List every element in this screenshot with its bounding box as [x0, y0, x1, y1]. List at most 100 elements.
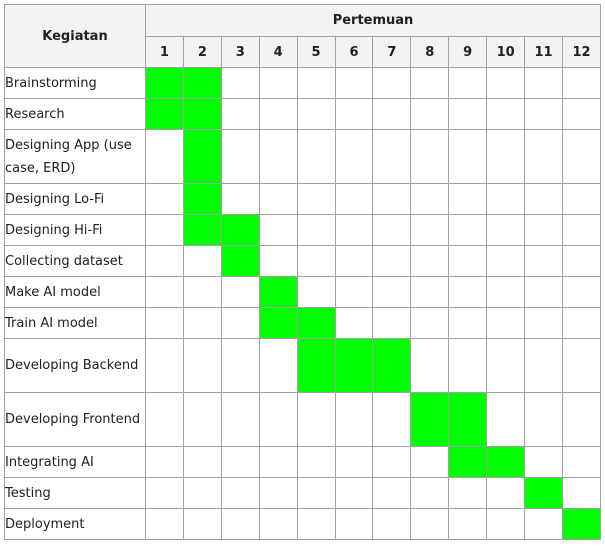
week-number-header: 5 [296, 36, 336, 68]
schedule-cell [410, 183, 450, 215]
schedule-cell-active [486, 446, 526, 478]
schedule-cell [145, 129, 184, 184]
schedule-cell [561, 276, 602, 308]
schedule-cell [486, 392, 526, 447]
schedule-cell-active [145, 67, 184, 99]
schedule-cell [296, 392, 336, 447]
schedule-cell [220, 307, 260, 339]
activity-label: Train AI model [4, 307, 146, 339]
week-number-header: 4 [258, 36, 298, 68]
activity-label: Integrating AI [4, 446, 146, 478]
schedule-cell [334, 214, 374, 246]
schedule-cell [145, 276, 184, 308]
schedule-cell [334, 98, 374, 130]
schedule-cell [561, 67, 602, 99]
schedule-cell [220, 276, 260, 308]
week-number-header: 3 [220, 36, 260, 68]
schedule-cell [410, 98, 450, 130]
schedule-cell-active [334, 338, 374, 393]
schedule-cell [334, 508, 374, 540]
schedule-cell [296, 245, 336, 277]
schedule-cell [448, 477, 488, 509]
schedule-cell [334, 183, 374, 215]
week-number-header: 7 [372, 36, 412, 68]
schedule-cell [145, 477, 184, 509]
schedule-cell [410, 446, 450, 478]
table-row: Designing Hi-Fi [4, 214, 602, 246]
week-number-header: 6 [334, 36, 374, 68]
schedule-cell [145, 338, 184, 393]
schedule-cell [372, 508, 412, 540]
schedule-cell [372, 67, 412, 99]
schedule-cell [258, 338, 298, 393]
schedule-cell [410, 67, 450, 99]
activity-label: Brainstorming [4, 67, 146, 99]
schedule-cell [524, 276, 563, 308]
schedule-cell [182, 245, 222, 277]
table-row: Make AI model [4, 276, 602, 308]
schedule-cell [410, 214, 450, 246]
week-number-header: 10 [486, 36, 526, 68]
schedule-cell [372, 129, 412, 184]
schedule-header: Kegiatan Pertemuan 1 2 3 4 5 6 7 8 9 10 11 12 [4, 4, 602, 68]
schedule-cell [448, 98, 488, 130]
schedule-cell [182, 392, 222, 447]
table-row: Train AI model [4, 307, 602, 339]
schedule-cell [561, 392, 602, 447]
activity-label: Make AI model [4, 276, 146, 308]
schedule-cell [145, 183, 184, 215]
activity-column-header: Kegiatan [4, 4, 146, 68]
schedule-cell [410, 245, 450, 277]
schedule-cell [561, 307, 602, 339]
schedule-cell [410, 508, 450, 540]
schedule-cell-active [182, 67, 222, 99]
week-number-header: 9 [448, 36, 488, 68]
schedule-cell [561, 129, 602, 184]
schedule-cell [561, 245, 602, 277]
schedule-cell [372, 183, 412, 215]
schedule-cell [410, 477, 450, 509]
activity-label: Collecting dataset [4, 245, 146, 277]
schedule-cell [524, 98, 563, 130]
schedule-cell [220, 392, 260, 447]
schedule-cell [258, 98, 298, 130]
schedule-cell [220, 338, 260, 393]
schedule-cell [524, 307, 563, 339]
schedule-cell [448, 183, 488, 215]
schedule-cell [296, 183, 336, 215]
schedule-cell [524, 129, 563, 184]
schedule-cell [258, 245, 298, 277]
week-number-header: 8 [410, 36, 450, 68]
schedule-cell [448, 214, 488, 246]
schedule-cell [372, 307, 412, 339]
header-row-top: Kegiatan Pertemuan [4, 4, 601, 68]
schedule-cell [296, 477, 336, 509]
schedule-cell-active [258, 307, 298, 339]
activity-label: Developing Backend [4, 338, 146, 393]
schedule-cell [561, 446, 602, 478]
schedule-cell [334, 67, 374, 99]
schedule-cell-active [182, 214, 222, 246]
table-row: Developing Backend [4, 338, 602, 393]
schedule-cell [182, 276, 222, 308]
schedule-cell [220, 508, 260, 540]
schedule-cell [410, 338, 450, 393]
table-row: Brainstorming [4, 67, 602, 99]
schedule-cell [220, 477, 260, 509]
schedule-cell [486, 245, 526, 277]
schedule-cell [448, 276, 488, 308]
schedule-cell [486, 276, 526, 308]
schedule-cell [486, 98, 526, 130]
schedule-cell-active [182, 183, 222, 215]
schedule-cell-active [448, 392, 488, 447]
schedule-cell [182, 338, 222, 393]
schedule-cell [182, 446, 222, 478]
schedule-cell-active [220, 214, 260, 246]
schedule-cell [220, 129, 260, 184]
schedule-cell [145, 307, 184, 339]
schedule-cell [296, 276, 336, 308]
table-row: Deployment [4, 508, 602, 540]
schedule-cell [448, 338, 488, 393]
schedule-cell [372, 392, 412, 447]
schedule-cell [372, 477, 412, 509]
